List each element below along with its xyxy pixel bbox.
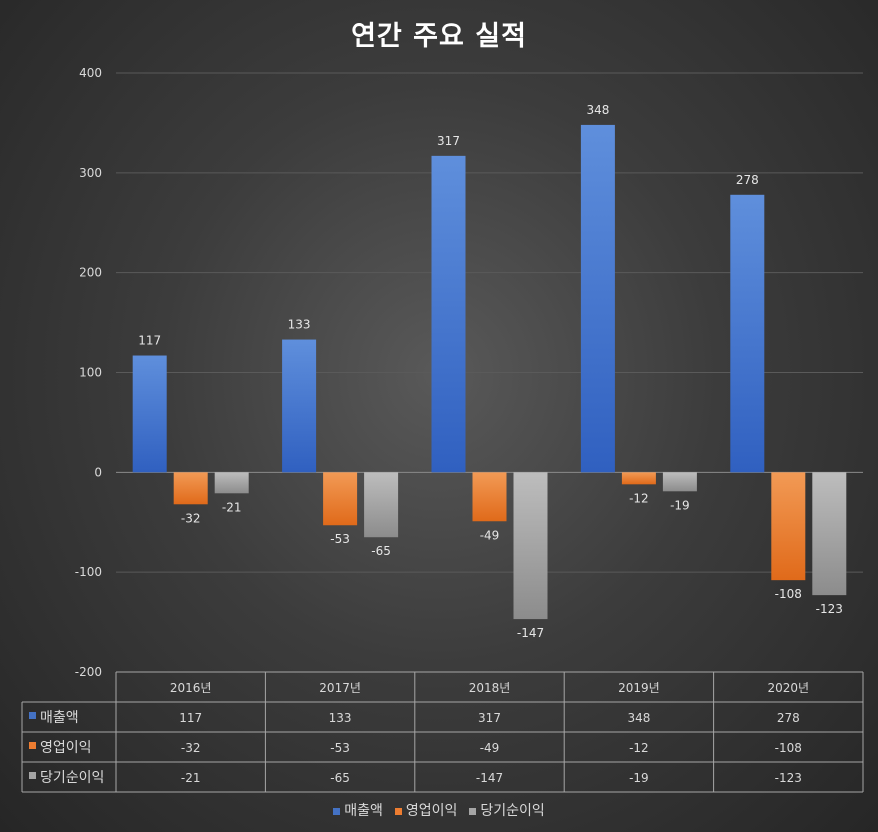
- bar: [282, 339, 317, 473]
- table-cell: 348: [627, 711, 650, 725]
- bar: [323, 472, 358, 526]
- bar: [513, 472, 548, 620]
- gridlines: [116, 72, 863, 573]
- y-tick-label: -100: [75, 565, 102, 579]
- bar: [173, 472, 208, 505]
- table-series-name: 매출액: [40, 710, 79, 726]
- bar: [730, 194, 765, 473]
- data-label: -32: [181, 511, 201, 525]
- table-series-swatch: [29, 742, 36, 749]
- bar: [771, 472, 806, 581]
- table-cell: 117: [179, 711, 202, 725]
- y-tick-label: 400: [79, 66, 102, 80]
- chart-area: 400 300 200 100 0 -100 -200 117 -32 -21 133 -53 -65…: [21, 66, 864, 793]
- data-label: -53: [330, 532, 350, 546]
- bars: [132, 124, 847, 620]
- table-header-cell: 2016년: [170, 681, 212, 695]
- bar: [621, 472, 656, 485]
- bar: [662, 472, 697, 492]
- table-cell: -53: [330, 741, 350, 755]
- y-axis: 400 300 200 100 0 -100 -200: [75, 66, 102, 679]
- y-tick-label: 100: [79, 366, 102, 380]
- table-cell: 133: [329, 711, 352, 725]
- legend-label: 당기순이익: [480, 803, 545, 819]
- bar: [580, 124, 615, 473]
- data-label: 278: [736, 173, 759, 187]
- table-header-cell: 2017년: [319, 681, 361, 695]
- data-label: 348: [586, 103, 609, 117]
- data-label: -21: [222, 500, 242, 514]
- table-series-name: 영업이익: [40, 740, 92, 756]
- table-header-cell: 2018년: [469, 681, 511, 695]
- table-header-cell: 2020년: [768, 681, 810, 695]
- legend-item: 매출액: [333, 800, 383, 820]
- data-label: -123: [816, 602, 843, 616]
- y-tick-label: -200: [75, 665, 102, 679]
- legend-swatch: [469, 807, 477, 815]
- table-series-swatch: [29, 772, 36, 779]
- data-label: 117: [138, 334, 161, 348]
- bar: [431, 155, 466, 473]
- bar: [472, 472, 507, 522]
- bar: [364, 472, 399, 538]
- chart-title: 연간 주요 실적: [351, 21, 527, 52]
- table-series-name: 당기순이익: [40, 770, 104, 786]
- legend-label: 영업이익: [405, 803, 458, 819]
- table-cell: 278: [777, 711, 800, 725]
- table-cell: -123: [775, 771, 802, 785]
- table-cell: -12: [629, 741, 649, 755]
- data-labels: 117 -32 -21 133 -53 -65 317 -49 -147 348 -12 -19 278…: [138, 103, 843, 640]
- data-label: -19: [670, 498, 690, 512]
- data-label: -147: [517, 626, 544, 640]
- table-cell: -21: [181, 771, 201, 785]
- table-series-swatch: [29, 712, 36, 719]
- table-cell: -65: [330, 771, 350, 785]
- legend-item: 영업이익: [394, 800, 458, 820]
- y-tick-label: 0: [94, 465, 102, 479]
- table-cell: -19: [629, 771, 649, 785]
- data-label: -108: [775, 587, 802, 601]
- table-cell: 317: [478, 711, 501, 725]
- legend-swatch: [333, 807, 341, 815]
- legend-label: 매출액: [344, 803, 383, 819]
- legend: 매출액 영업이익 당기순이익: [0, 800, 878, 820]
- table-cell: -32: [181, 741, 201, 755]
- data-label: 133: [288, 318, 311, 332]
- y-tick-label: 200: [79, 266, 102, 280]
- legend-swatch: [394, 807, 402, 815]
- table-cell: -147: [476, 771, 503, 785]
- bar: [214, 472, 249, 494]
- legend-item: 당기순이익: [469, 800, 545, 820]
- bar: [132, 355, 167, 473]
- bar: [812, 472, 847, 596]
- data-label: -12: [629, 491, 649, 505]
- y-tick-label: 300: [79, 166, 102, 180]
- data-label: -49: [480, 528, 500, 542]
- table-header-cell: 2019년: [618, 681, 660, 695]
- data-label: -65: [371, 544, 391, 558]
- table-cell: -49: [480, 741, 500, 755]
- table-cell: -108: [775, 741, 802, 755]
- data-label: 317: [437, 134, 460, 148]
